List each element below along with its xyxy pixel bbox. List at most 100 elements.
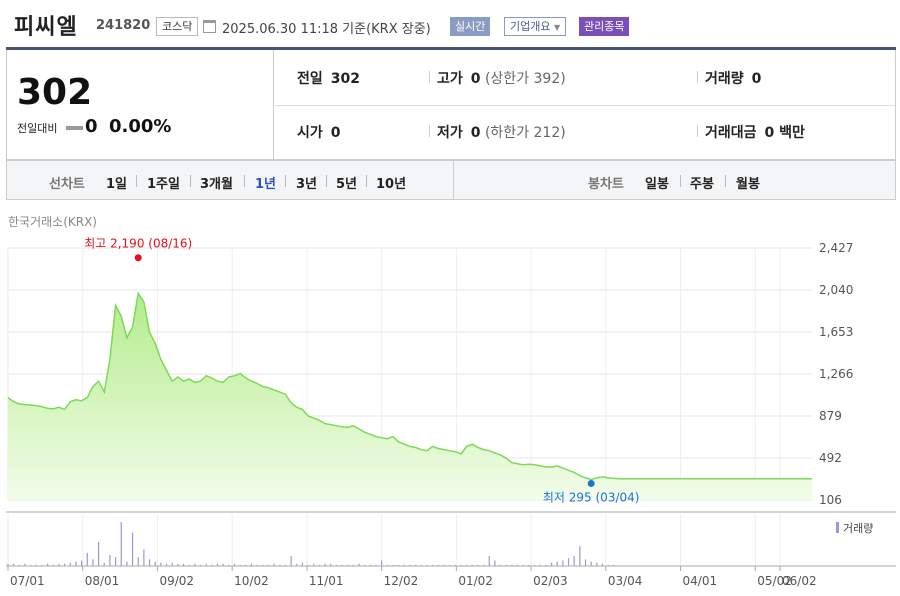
calendar-icon <box>203 20 216 33</box>
volume-bar <box>330 563 332 566</box>
period-3m[interactable]: 3개월 <box>200 177 233 192</box>
x-tick-label: 07/01 <box>10 574 45 588</box>
volume-bar <box>194 563 196 566</box>
company-overview-dropdown[interactable]: 기업개요 ▼ <box>504 17 567 36</box>
low-marker <box>587 479 595 487</box>
managed-stock-badge[interactable]: 관리종목 <box>579 17 630 36</box>
period-1d[interactable]: 1일 <box>106 177 128 192</box>
quote-datetime: 2025.06.30 11:18 기준(KRX 장중) <box>222 22 431 37</box>
volume-bar <box>369 564 371 566</box>
volume-bar <box>109 555 111 566</box>
x-tick-label: 11/01 <box>309 574 344 588</box>
volume-bar <box>58 563 60 566</box>
volume-bar <box>420 564 422 566</box>
volume-bar <box>52 564 54 566</box>
volume-bar <box>267 564 270 566</box>
day-high-label: 고가 <box>437 71 463 87</box>
candle-chart-label: 봉차트 <box>588 177 624 192</box>
line-chart-label: 선차트 <box>49 177 85 192</box>
volume-bar <box>137 557 139 566</box>
volume-bar <box>381 560 383 566</box>
volume-bar <box>437 564 439 566</box>
stock-code: 241820 <box>96 18 151 33</box>
period-1w[interactable]: 1주일 <box>147 177 180 192</box>
volume-bar <box>228 564 230 566</box>
volume-bar <box>250 563 253 566</box>
realtime-button[interactable]: 실시간 <box>450 17 491 36</box>
open-price: 시가 0 <box>297 122 341 142</box>
volume-bar <box>114 557 117 566</box>
y-tick-label: 2,040 <box>819 283 853 297</box>
prev-close: 전일 302 <box>297 68 360 88</box>
y-tick-label: 106 <box>819 493 842 507</box>
y-axis-labels: 2,427 2,040 1,653 1,266 879 492 106 <box>819 241 853 507</box>
volume-bar <box>131 533 134 566</box>
candle-daily[interactable]: 일봉 <box>645 177 669 192</box>
day-high: 고가 0 (상한가 392) <box>429 68 566 88</box>
x-axis-labels: 07/01 08/01 09/02 10/02 11/01 12/02 01/02 02/03… <box>7 566 817 588</box>
trade-amount: 거래대금 0 백만 <box>697 122 805 142</box>
volume-bar <box>81 560 83 566</box>
volume-bar <box>471 564 473 566</box>
volume-bar <box>449 564 451 566</box>
x-tick-label: 09/02 <box>159 574 194 588</box>
volume-bar <box>556 561 558 566</box>
volume-bar <box>103 562 105 566</box>
volume-bar <box>279 564 281 566</box>
quote-panel: 302 전일대비 0 0.00% 전일 302 고가 0 (상한가 392) 거래량… <box>6 50 896 160</box>
high-marker <box>134 254 142 262</box>
volume-bar <box>171 562 173 566</box>
volume-bar <box>607 564 609 566</box>
volume-bar <box>313 563 315 566</box>
volume-bar <box>335 564 337 566</box>
volume: 거래량 0 <box>696 68 761 88</box>
period-10y[interactable]: 10년 <box>376 177 407 192</box>
volume-bar <box>511 564 513 566</box>
day-low-value: 0 <box>470 125 481 141</box>
period-1y[interactable]: 1년 <box>255 177 277 192</box>
trade-amount-label: 거래대금 <box>705 125 757 141</box>
volume-bar <box>126 561 128 566</box>
volume-bar <box>148 559 151 566</box>
volume-bar <box>613 564 615 566</box>
volume-bar <box>364 564 366 566</box>
stock-header: 피씨엘 241820 코스닥 2025.06.30 11:18 기준(KRX 장… <box>0 0 900 48</box>
volume-bar <box>318 564 321 566</box>
candle-monthly[interactable]: 월봉 <box>736 177 760 192</box>
volume-bar <box>488 556 490 566</box>
volume-bar <box>30 564 32 566</box>
volume-bar <box>165 563 168 566</box>
volume-bar <box>143 549 145 566</box>
y-tick-label: 2,427 <box>819 241 853 255</box>
volume-bar <box>41 564 43 566</box>
market-badge: 코스닥 <box>156 17 199 36</box>
volume-bar <box>392 564 394 566</box>
x-tick-label: 06/02 <box>782 574 817 588</box>
high-annotation: 최고 2,190 (08/16) <box>84 237 192 251</box>
volume-bar <box>69 562 71 566</box>
volume-bar <box>426 564 428 566</box>
y-tick-label: 1,266 <box>819 367 853 381</box>
volume-bar <box>301 562 304 566</box>
volume-bar <box>233 563 236 566</box>
volume-bars <box>7 522 615 566</box>
volume-bar <box>375 564 377 566</box>
chart-source-label: 한국거래소(KRX) <box>8 215 97 229</box>
volume-legend-swatch <box>836 522 839 533</box>
volume-bar <box>460 564 462 566</box>
volume-bar <box>398 564 400 566</box>
period-5y[interactable]: 5년 <box>336 177 358 192</box>
volume-bar <box>324 563 326 566</box>
lower-limit: (하한가 212) <box>484 125 566 141</box>
candle-weekly[interactable]: 주봉 <box>690 177 714 192</box>
separator <box>285 175 286 187</box>
volume-bar <box>86 552 88 566</box>
volume-bar <box>341 564 343 566</box>
volume-bar <box>516 564 519 566</box>
period-3y[interactable]: 3년 <box>296 177 318 192</box>
price-line <box>7 291 812 481</box>
y-tick-label: 1,653 <box>819 325 853 339</box>
open-price-label: 시가 <box>297 125 323 141</box>
volume-bar <box>97 541 100 566</box>
change-value: 0 <box>85 116 98 137</box>
